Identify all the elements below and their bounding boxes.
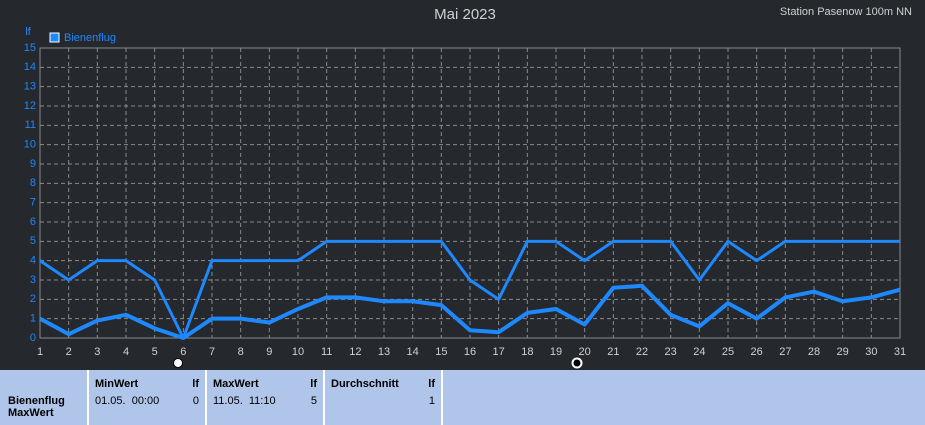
x-tick-label: 20 bbox=[579, 346, 591, 358]
station: Station Pasenow 100m NN bbox=[780, 6, 912, 18]
x-tick-label: 1 bbox=[37, 346, 43, 358]
x-tick-label: 2 bbox=[66, 346, 72, 358]
x-tick-label: 15 bbox=[435, 346, 447, 358]
x-tick-label: 9 bbox=[266, 346, 272, 358]
y-tick-label: 10 bbox=[24, 139, 36, 151]
y-axis-label: lf bbox=[25, 26, 31, 38]
x-tick-label: 29 bbox=[837, 346, 849, 358]
x-tick-label: 26 bbox=[751, 346, 763, 358]
x-tick-label: 19 bbox=[550, 346, 562, 358]
column: MinWert lf 01.05. 00:00 0 bbox=[87, 370, 205, 425]
value: 0 bbox=[192, 395, 199, 407]
chart-title: Mai 2023 bbox=[434, 6, 496, 23]
y-tick-label: 8 bbox=[30, 177, 36, 189]
y-tick-label: 9 bbox=[30, 158, 36, 170]
y-tick-label: 7 bbox=[30, 197, 36, 209]
y-tick-label: 11 bbox=[25, 119, 36, 131]
y-tick-label: 5 bbox=[30, 235, 36, 247]
y-tick-label: 13 bbox=[24, 81, 36, 93]
x-tick-label: 4 bbox=[123, 346, 129, 358]
x-tick-label: 23 bbox=[665, 346, 677, 358]
series-line bbox=[39, 283, 901, 340]
col-unit: lf bbox=[192, 378, 199, 390]
moon-icon bbox=[173, 358, 183, 368]
row-label-line: MaxWert bbox=[8, 407, 54, 419]
x-tick-label: 24 bbox=[693, 346, 705, 358]
x-tick-label: 6 bbox=[180, 346, 186, 358]
col-name: MinWert bbox=[95, 378, 139, 390]
x-tick-label: 25 bbox=[722, 346, 734, 358]
x-tick-label: 8 bbox=[238, 346, 244, 358]
x-tick-label: 28 bbox=[808, 346, 820, 358]
value: 1 bbox=[428, 395, 435, 407]
moon-icon bbox=[571, 357, 583, 369]
time: 01.05. 00:00 bbox=[95, 395, 160, 407]
y-tick-label: 1 bbox=[30, 313, 36, 325]
y-tick-label: 14 bbox=[24, 61, 36, 73]
row-label: Bienenflug MaxWert bbox=[8, 395, 65, 419]
x-tick-label: 7 bbox=[209, 346, 215, 358]
x-tick-label: 5 bbox=[152, 346, 158, 358]
legend-swatch bbox=[49, 32, 60, 43]
y-tick-label: 3 bbox=[30, 274, 36, 286]
col-name: MaxWert bbox=[213, 378, 259, 390]
x-tick-label: 13 bbox=[378, 346, 390, 358]
col-unit: lf bbox=[428, 378, 435, 390]
col-name: Durchschnitt bbox=[331, 378, 399, 390]
legend-label: Bienenflug bbox=[64, 32, 116, 44]
column: Durchschnitt lf 1 bbox=[323, 370, 443, 425]
x-tick-label: 10 bbox=[292, 346, 304, 358]
y-tick-label: 2 bbox=[30, 293, 36, 305]
summary-table: Bienenflug MaxWert MinWert lf 01.05. 00:00… bbox=[0, 370, 925, 425]
x-tick-label: 3 bbox=[94, 346, 100, 358]
x-tick-label: 11 bbox=[321, 346, 332, 358]
x-tick-label: 21 bbox=[607, 346, 619, 358]
column: MaxWert lf 11.05. 11:10 5 bbox=[205, 370, 323, 425]
x-tick-label: 12 bbox=[349, 346, 361, 358]
x-tick-label: 18 bbox=[521, 346, 533, 358]
y-tick-label: 4 bbox=[30, 255, 36, 267]
x-tick-label: 31 bbox=[894, 346, 906, 358]
y-tick-label: 6 bbox=[30, 216, 36, 228]
y-tick-label: 0 bbox=[30, 332, 36, 344]
x-tick-label: 17 bbox=[493, 346, 505, 358]
row-label-line: Bienenflug bbox=[8, 395, 65, 407]
value: 5 bbox=[310, 395, 317, 407]
y-tick-label: 12 bbox=[24, 100, 36, 112]
x-tick-label: 16 bbox=[464, 346, 476, 358]
x-tick-label: 14 bbox=[407, 346, 419, 358]
col-unit: lf bbox=[310, 378, 317, 390]
x-tick-label: 22 bbox=[636, 346, 648, 358]
y-tick-label: 15 bbox=[24, 42, 36, 54]
time: 11.05. 11:10 bbox=[213, 395, 276, 407]
x-tick-label: 30 bbox=[865, 346, 877, 358]
x-tick-label: 27 bbox=[779, 346, 791, 358]
chart: Mai 2023 Station Pasenow 100m NN lf Bien… bbox=[24, 6, 912, 369]
